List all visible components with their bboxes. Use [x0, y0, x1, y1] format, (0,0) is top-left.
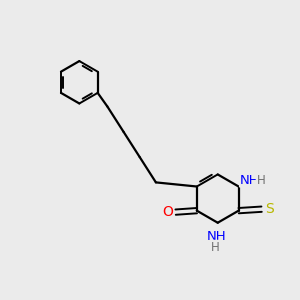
Text: S: S — [266, 202, 274, 216]
Text: O: O — [162, 205, 173, 219]
Text: H: H — [211, 241, 219, 254]
Text: H: H — [256, 173, 266, 187]
Text: NH: NH — [240, 173, 260, 187]
Text: NH: NH — [206, 230, 226, 243]
